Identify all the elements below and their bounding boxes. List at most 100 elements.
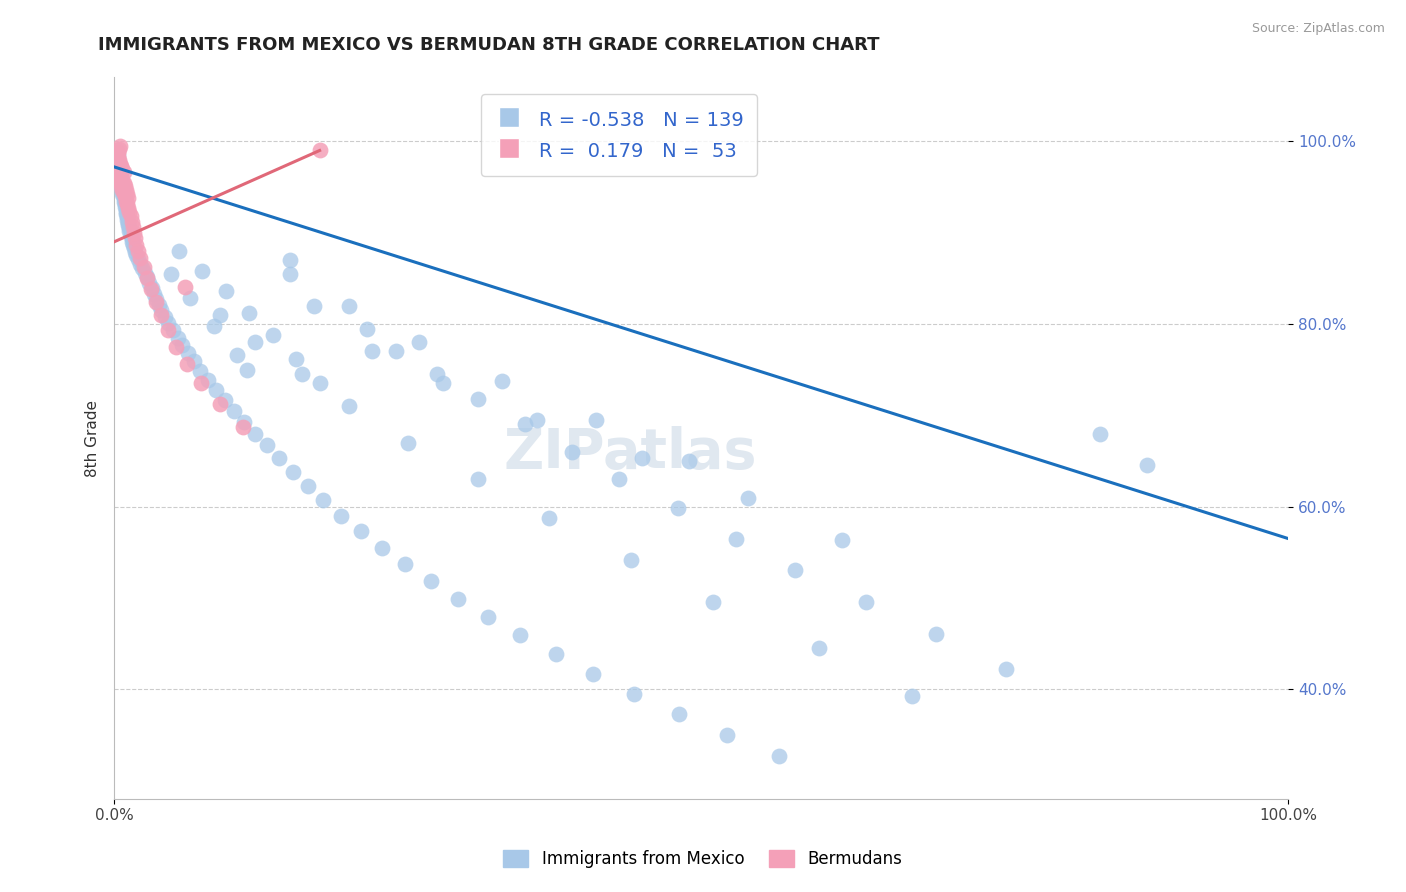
Point: [139, 282, 162, 296]
Point: [172, 338, 194, 352]
Point: [183, 354, 205, 368]
Point: [278, 253, 301, 268]
Point: [925, 627, 948, 641]
Point: [607, 472, 630, 486]
Point: [124, 244, 146, 259]
Text: ZIPatlas: ZIPatlas: [503, 425, 758, 480]
Point: [125, 248, 148, 262]
Point: [167, 244, 190, 258]
Point: [513, 417, 536, 432]
Point: [112, 194, 135, 209]
Point: [173, 280, 195, 294]
Point: [631, 451, 654, 466]
Point: [361, 344, 384, 359]
Point: [337, 399, 360, 413]
Point: [262, 327, 284, 342]
Point: [115, 204, 138, 219]
Point: [108, 142, 131, 156]
Point: [191, 264, 214, 278]
Point: [215, 284, 238, 298]
Point: [807, 641, 830, 656]
Point: [623, 687, 645, 701]
Point: [447, 591, 470, 606]
Point: [131, 261, 153, 276]
Point: [509, 628, 531, 642]
Point: [108, 165, 131, 179]
Point: [222, 403, 245, 417]
Point: [107, 153, 129, 167]
Point: [585, 413, 607, 427]
Point: [190, 376, 212, 391]
Point: [526, 413, 548, 427]
Point: [176, 357, 198, 371]
Point: [107, 169, 129, 183]
Point: [115, 212, 138, 227]
Point: [138, 276, 160, 290]
Point: [702, 595, 724, 609]
Point: [115, 202, 138, 216]
Point: [1136, 458, 1159, 473]
Point: [141, 281, 163, 295]
Point: [408, 335, 430, 350]
Point: [122, 226, 145, 240]
Legend: R = -0.538   N = 139, R =  0.179   N =  53: R = -0.538 N = 139, R = 0.179 N = 53: [481, 95, 758, 176]
Point: [678, 454, 700, 468]
Point: [281, 465, 304, 479]
Point: [129, 257, 152, 271]
Point: [107, 154, 129, 169]
Point: [110, 175, 132, 189]
Point: [124, 231, 146, 245]
Point: [214, 392, 236, 407]
Point: [115, 194, 138, 208]
Point: [561, 444, 583, 458]
Point: [285, 351, 308, 366]
Point: [105, 144, 128, 158]
Point: [831, 533, 853, 548]
Point: [112, 186, 135, 201]
Point: [783, 563, 806, 577]
Point: [120, 227, 142, 241]
Point: [901, 690, 924, 704]
Point: [110, 178, 132, 192]
Point: [267, 451, 290, 466]
Point: [115, 187, 138, 202]
Point: [112, 189, 135, 203]
Point: [117, 216, 139, 230]
Point: [105, 166, 128, 180]
Point: [145, 295, 167, 310]
Point: [127, 244, 149, 258]
Point: [236, 362, 259, 376]
Point: [243, 335, 266, 350]
Text: IMMIGRANTS FROM MEXICO VS BERMUDAN 8TH GRADE CORRELATION CHART: IMMIGRANTS FROM MEXICO VS BERMUDAN 8TH G…: [98, 36, 880, 54]
Point: [120, 209, 142, 223]
Point: [108, 159, 131, 173]
Point: [108, 172, 131, 186]
Point: [356, 321, 378, 335]
Point: [620, 552, 643, 566]
Point: [197, 373, 219, 387]
Point: [148, 298, 170, 312]
Point: [308, 144, 330, 158]
Point: [122, 220, 145, 235]
Point: [121, 232, 143, 246]
Point: [350, 524, 373, 539]
Point: [117, 201, 139, 215]
Point: [110, 169, 132, 183]
Point: [136, 271, 159, 285]
Point: [208, 397, 231, 411]
Point: [243, 426, 266, 441]
Point: [111, 182, 134, 196]
Point: [108, 163, 131, 178]
Point: [110, 179, 132, 194]
Point: [467, 392, 489, 406]
Point: [396, 435, 419, 450]
Point: [426, 367, 449, 381]
Point: [108, 176, 131, 190]
Point: [112, 177, 135, 191]
Point: [111, 185, 134, 199]
Point: [166, 331, 188, 345]
Point: [110, 159, 132, 173]
Point: [108, 157, 131, 171]
Point: [150, 308, 173, 322]
Point: [114, 197, 136, 211]
